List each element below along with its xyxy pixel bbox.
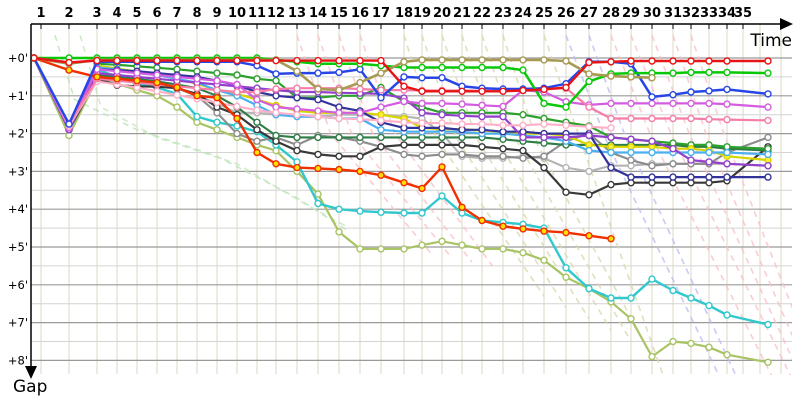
rider-gap-lines	[32, 54, 772, 366]
lap-tick-label: 13	[288, 6, 306, 21]
lap-tick-label: 32	[682, 6, 700, 21]
lap-tick-label: 17	[372, 6, 390, 21]
lap-tick-label: 26	[557, 6, 575, 21]
lapped-pale-pink-3	[338, 35, 473, 263]
lap-tick-label: 15	[330, 6, 348, 21]
lap-tick-label: 18	[395, 6, 413, 21]
lapped-pale-olive-7	[543, 35, 664, 374]
lap-tick-label: 35	[734, 6, 752, 21]
lap-tick-label: 9	[212, 6, 221, 21]
gap-tick-label: +3'	[8, 164, 28, 178]
lapped-periwinkle-2	[588, 35, 736, 374]
lapped-pale-olive-4	[461, 35, 612, 331]
lap-tick-label: 7	[172, 6, 181, 21]
gap-axis-arrow-icon	[25, 366, 37, 379]
lapped-pale-olive-6	[502, 35, 653, 357]
lap-tick-label: 6	[152, 6, 161, 21]
x-axis-title: Time	[749, 31, 792, 51]
lap-tick-label: 19	[413, 6, 431, 21]
lap-tick-label: 21	[453, 6, 471, 21]
gap-tick-label: +8'	[8, 353, 28, 367]
lap-tick-label: 16	[351, 6, 369, 21]
lap-tick-label: 22	[473, 6, 491, 21]
lap-tick-label: 12	[267, 6, 285, 21]
lap-tick-label: 4	[112, 6, 121, 21]
axes	[25, 18, 793, 379]
lap-tick-label: 8	[192, 6, 201, 21]
lap-tick-label: 20	[433, 6, 451, 21]
lap-tick-label: 27	[580, 6, 598, 21]
gap-tick-label: +4'	[8, 202, 28, 216]
lap-tick-label: 2	[64, 6, 73, 21]
lapped-late-pink-2	[630, 34, 792, 375]
y-axis-title: Gap	[13, 377, 47, 397]
lapped-pale-pink-1	[296, 35, 433, 256]
lap-tick-label: 29	[622, 6, 640, 21]
lap-tick-label: 3	[92, 6, 101, 21]
lap-tick-label: 24	[514, 6, 532, 21]
gap-tick-label: +5'	[8, 240, 28, 254]
lap-tick-label: 25	[535, 6, 553, 21]
gap-tick-label: +1'	[8, 89, 28, 103]
lapped-late-pink-3	[651, 35, 792, 360]
lap-tick-label: 11	[248, 6, 266, 21]
lap-tick-label: 28	[602, 6, 620, 21]
gap-tick-label: +0'	[8, 51, 28, 65]
lap-tick-label: 5	[132, 6, 141, 21]
lap-tick-label: 1	[36, 6, 45, 21]
lapped-late-pink-4	[672, 35, 792, 337]
gap-tick-label: +7'	[8, 316, 28, 330]
lap-tick-label: 23	[494, 6, 512, 21]
tick-labels: 1 2 3 4 5 6 7 8 9 10 11 12 13 14 15 16 17 18 19 20 21 22 23 24 2…	[8, 6, 752, 367]
lap-tick-label: 10	[228, 6, 246, 21]
gap-tick-label: +2'	[8, 127, 28, 141]
lapped-pale-pink-2	[317, 35, 453, 259]
lapped-pale-olive-3	[441, 35, 590, 320]
lapped-late-pink-5	[690, 35, 792, 310]
lap-tick-label: 30	[643, 6, 661, 21]
lap-tick-label: 34	[718, 6, 736, 21]
lapped-pale-pink-4	[359, 35, 494, 267]
lapped-pale-olive-2	[421, 35, 567, 308]
lapped-pale-green-2	[79, 35, 350, 229]
lap-tick-label: 31	[664, 6, 682, 21]
lapped-pale-olive-1	[403, 35, 545, 297]
red-line	[32, 54, 772, 96]
lap-tick-label: 14	[309, 6, 327, 21]
red-yellow-marker-line	[32, 54, 615, 243]
time-axis-arrow-icon	[780, 18, 793, 30]
lap-tick-label: 33	[700, 6, 718, 21]
lapped-late-pink-1	[610, 35, 773, 375]
gap-tick-label: +6'	[8, 278, 28, 292]
